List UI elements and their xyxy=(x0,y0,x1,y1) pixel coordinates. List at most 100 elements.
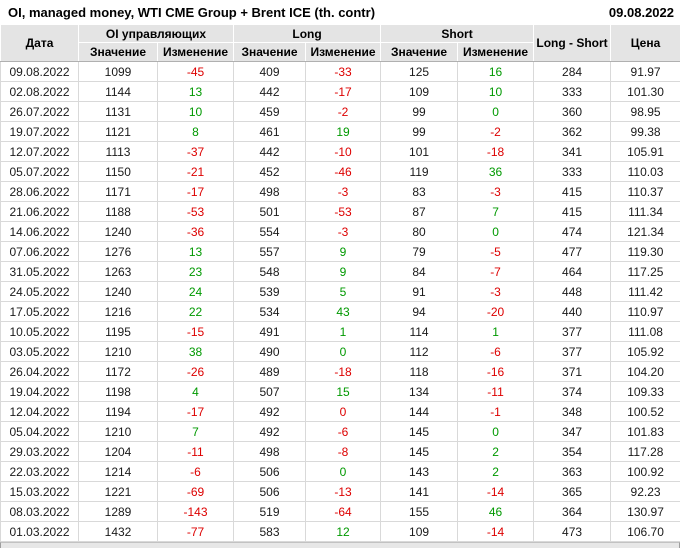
long-value-cell: 491 xyxy=(233,321,307,342)
oi-value-cell: 1204 xyxy=(78,441,158,462)
date-cell: 08.03.2022 xyxy=(0,501,79,522)
oi-change-cell: -37 xyxy=(156,141,235,162)
page-title: OI, managed money, WTI CME Group + Brent… xyxy=(8,4,376,20)
long-short-cell: 363 xyxy=(533,461,612,482)
long-change-cell: -13 xyxy=(305,481,382,502)
long-value-cell: 490 xyxy=(233,341,307,362)
long-change-cell: -3 xyxy=(305,181,382,202)
long-change-cell: -6 xyxy=(305,421,382,442)
table-row: 21.06.2022 1188 -53 501 -53 87 7 415 111… xyxy=(0,201,680,222)
header-sub-row: Значение Изменение Значение Изменение Зн… xyxy=(1,42,680,62)
date-cell: 01.03.2022 xyxy=(0,521,79,542)
table-row: 09.08.2022 1099 -45 409 -33 125 16 284 9… xyxy=(0,61,680,82)
price-cell: 111.08 xyxy=(610,321,680,342)
long-change-cell: -46 xyxy=(305,161,382,182)
long-value-cell: 507 xyxy=(233,381,307,402)
short-value-cell: 99 xyxy=(380,121,459,142)
oi-change-cell: -17 xyxy=(156,401,235,422)
oi-change-cell: -77 xyxy=(156,521,235,542)
price-cell: 106.70 xyxy=(610,521,680,542)
group-header-short: Short xyxy=(380,24,535,43)
long-change-cell: 12 xyxy=(305,521,382,542)
long-short-cell: 347 xyxy=(533,421,612,442)
short-change-cell: 0 xyxy=(457,421,535,442)
date-cell: 15.03.2022 xyxy=(0,481,79,502)
table-row: 07.06.2022 1276 13 557 9 79 -5 477 119.3… xyxy=(0,241,680,262)
oi-value-cell: 1432 xyxy=(78,521,158,542)
long-short-cell: 473 xyxy=(533,521,612,542)
date-cell: 26.04.2022 xyxy=(0,361,79,382)
long-change-cell: -17 xyxy=(305,81,382,102)
table-row: 08.03.2022 1289 -143 519 -64 155 46 364 … xyxy=(0,501,680,522)
price-cell: 119.30 xyxy=(610,241,680,262)
short-change-cell: 0 xyxy=(457,101,535,122)
date-cell: 05.04.2022 xyxy=(0,421,79,442)
oi-value-cell: 1121 xyxy=(78,121,158,142)
long-short-cell: 377 xyxy=(533,341,612,362)
price-cell: 104.20 xyxy=(610,361,680,382)
long-value-cell: 442 xyxy=(233,81,307,102)
long-value-cell: 461 xyxy=(233,121,307,142)
long-value-cell: 452 xyxy=(233,161,307,182)
table-row: 02.08.2022 1144 13 442 -17 109 10 333 10… xyxy=(0,81,680,102)
price-cell: 111.42 xyxy=(610,281,680,302)
oi-change-cell: -53 xyxy=(156,201,235,222)
price-cell: 105.92 xyxy=(610,341,680,362)
header-group-row: Дата OI управляющих Long Short Long - Sh… xyxy=(0,24,680,62)
short-value-cell: 114 xyxy=(380,321,459,342)
long-value-cell: 489 xyxy=(233,361,307,382)
oi-value-cell: 1194 xyxy=(78,401,158,422)
date-cell: 07.06.2022 xyxy=(0,241,79,262)
table-row: 19.04.2022 1198 4 507 15 134 -11 374 109… xyxy=(0,381,680,402)
oi-change-cell: 4 xyxy=(156,381,235,402)
oi-value-cell: 1276 xyxy=(78,241,158,262)
price-cell: 111.34 xyxy=(610,201,680,222)
long-short-cell: 341 xyxy=(533,141,612,162)
table-row: 17.05.2022 1216 22 534 43 94 -20 440 110… xyxy=(0,301,680,322)
short-change-cell: -11 xyxy=(457,381,535,402)
short-change-cell: 0 xyxy=(457,221,535,242)
short-value-cell: 144 xyxy=(380,401,459,422)
group-header-long: Long xyxy=(233,24,382,43)
table-row: 22.03.2022 1214 -6 506 0 143 2 363 100.9… xyxy=(0,461,680,482)
short-value-cell: 80 xyxy=(380,221,459,242)
oi-change-cell: 8 xyxy=(156,121,235,142)
date-cell: 21.06.2022 xyxy=(0,201,79,222)
oi-change-cell: -143 xyxy=(156,501,235,522)
oi-value-cell: 1195 xyxy=(78,321,158,342)
short-change-cell: -1 xyxy=(457,401,535,422)
table-row: 10.05.2022 1195 -15 491 1 114 1 377 111.… xyxy=(0,321,680,342)
date-cell: 02.08.2022 xyxy=(0,81,79,102)
column-header-long-value: Значение xyxy=(233,42,307,62)
oi-change-cell: 23 xyxy=(156,261,235,282)
oi-change-cell: -11 xyxy=(156,441,235,462)
long-value-cell: 492 xyxy=(233,421,307,442)
price-cell: 101.30 xyxy=(610,81,680,102)
oi-value-cell: 1188 xyxy=(78,201,158,222)
column-header-long-short: Long - Short xyxy=(533,24,612,62)
table-row: 05.04.2022 1210 7 492 -6 145 0 347 101.8… xyxy=(0,421,680,442)
long-short-cell: 354 xyxy=(533,441,612,462)
short-value-cell: 109 xyxy=(380,521,459,542)
short-value-cell: 109 xyxy=(380,81,459,102)
oi-change-cell: -26 xyxy=(156,361,235,382)
date-cell: 05.07.2022 xyxy=(0,161,79,182)
long-value-cell: 442 xyxy=(233,141,307,162)
short-value-cell: 134 xyxy=(380,381,459,402)
short-change-cell: -5 xyxy=(457,241,535,262)
oi-value-cell: 1150 xyxy=(78,161,158,182)
table-row: 28.06.2022 1171 -17 498 -3 83 -3 415 110… xyxy=(0,181,680,202)
short-change-cell: -18 xyxy=(457,141,535,162)
long-value-cell: 557 xyxy=(233,241,307,262)
price-cell: 117.28 xyxy=(610,441,680,462)
column-header-long-change: Изменение xyxy=(305,42,382,62)
oi-change-cell: -6 xyxy=(156,461,235,482)
oi-value-cell: 1210 xyxy=(78,421,158,442)
short-value-cell: 112 xyxy=(380,341,459,362)
table-row: 19.07.2022 1121 8 461 19 99 -2 362 99.38 xyxy=(0,121,680,142)
report-date: 09.08.2022 xyxy=(608,4,674,20)
long-short-cell: 333 xyxy=(533,81,612,102)
long-change-cell: 5 xyxy=(305,281,382,302)
table-row: 05.07.2022 1150 -21 452 -46 119 36 333 1… xyxy=(0,161,680,182)
price-cell: 110.37 xyxy=(610,181,680,202)
